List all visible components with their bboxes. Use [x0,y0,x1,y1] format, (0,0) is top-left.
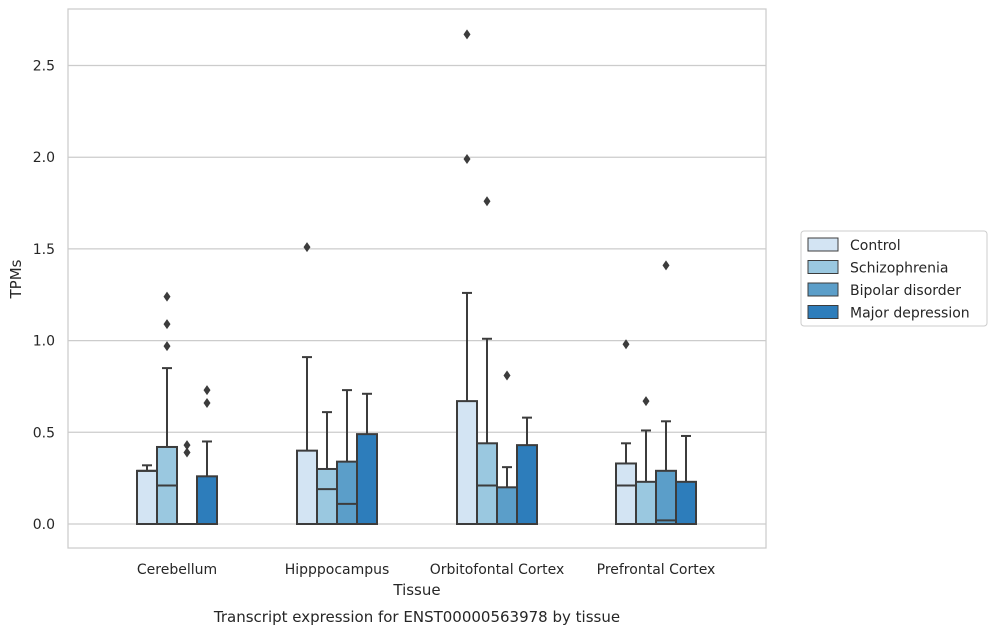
box-major-depression-3 [675,434,697,525]
legend-swatch [807,305,839,319]
box-control-2 [456,29,478,526]
box-bipolar-disorder-0 [177,440,197,525]
iqr-box [136,469,158,525]
iqr-box [456,400,478,526]
legend-swatch [807,260,839,274]
iqr-box [496,486,518,526]
outlier-point [163,341,171,352]
box-schizophrenia-3 [635,396,657,525]
box-control-1 [296,242,318,526]
legend-label: Bipolar disorder [850,283,961,299]
x-tick-labels: Cerebellum Hipppocampus Orbitofontal Corte… [137,562,715,578]
outlier-point [183,440,191,451]
x-tick-label: Prefrontal Cortex [597,562,716,578]
legend-swatch [807,282,839,297]
iqr-box [296,449,318,526]
y-tick-label: 1.5 [33,242,55,258]
box-control-3 [615,339,637,525]
legend-label: Control [850,238,901,254]
iqr-box [516,444,538,525]
outlier-point [622,339,630,350]
box-series [136,29,697,526]
y-tick-label: 2.5 [33,59,55,75]
y-tick-label: 1.0 [33,334,55,350]
y-axis-label: TPMs [7,259,25,299]
iqr-box [615,462,637,525]
iqr-box [336,460,358,526]
box-control-0 [136,464,158,525]
iqr-box [316,467,338,526]
y-tick-label: 0.5 [33,425,55,441]
box-bipolar-disorder-2 [496,370,518,526]
box-major-depression-1 [356,392,378,525]
outlier-point [503,370,511,381]
outlier-point [463,154,471,165]
legend-label: Schizophrenia [850,261,948,277]
outlier-point [662,260,670,271]
outlier-point [183,447,191,458]
chart-title: Transcript expression for ENST0000056397… [213,608,620,626]
outlier-point [203,397,211,408]
y-tick-label: 0.0 [33,517,55,533]
legend-swatch [807,237,839,252]
box-major-depression-2 [516,416,538,525]
box-major-depression-0 [196,385,218,526]
outlier-point [203,385,211,396]
iqr-box [476,442,498,525]
y-tick-label: 2.0 [33,150,55,166]
iqr-box [196,475,218,526]
outlier-point [303,242,311,253]
iqr-box [655,469,677,525]
outlier-point [163,291,171,302]
legend: Control Schizophrenia Bipolar disorder Majo… [800,230,988,327]
box-schizophrenia-0 [156,291,178,525]
outlier-point [483,196,491,207]
box-schizophrenia-2 [476,196,498,525]
x-tick-label: Cerebellum [137,562,217,578]
y-tick-labels: 0.0 0.5 1.0 1.5 2.0 2.5 [33,59,55,534]
outlier-point [163,319,171,330]
box-bipolar-disorder-3 [655,260,677,525]
iqr-box [675,480,697,525]
plot-frame [67,8,767,549]
outlier-point [463,29,471,40]
legend-label: Major depression [850,306,970,322]
outlier-point [642,396,650,407]
iqr-box [356,433,378,525]
iqr-box [635,480,657,525]
legend-frame [800,230,988,327]
box-bipolar-disorder-1 [336,389,358,526]
x-axis-label: Tissue [392,581,440,599]
x-tick-label: Hipppocampus [285,562,390,578]
plot-area [68,9,766,548]
x-tick-label: Orbitofontal Cortex [430,562,565,578]
